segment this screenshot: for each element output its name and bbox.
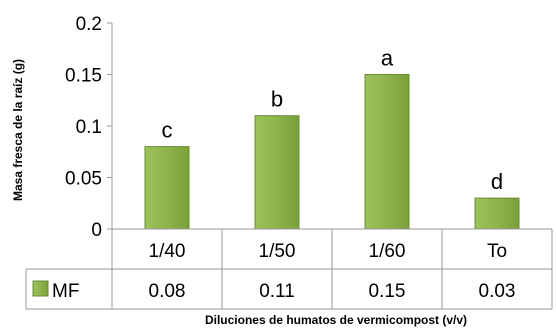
- x-axis-title: Diluciones de humatos de vermicompost (v…: [205, 313, 467, 327]
- y-axis-title: Masa fresca de la raíz (g): [11, 59, 25, 201]
- category-label: 1/50: [259, 241, 296, 262]
- category-label: 1/60: [369, 241, 406, 262]
- bar-1-60: [364, 74, 410, 230]
- legend-swatch: [32, 280, 49, 297]
- y-tick-label: 0: [91, 220, 102, 241]
- significance-letter: a: [381, 46, 394, 71]
- bar-1-40: [144, 146, 190, 230]
- series-label: MF: [52, 281, 79, 302]
- y-tick-label: 0.15: [65, 66, 102, 87]
- table-value: 0.11: [259, 281, 295, 302]
- significance-letters: c b a d: [162, 46, 504, 195]
- y-tick-label: 0.2: [76, 14, 102, 35]
- table-value: 0.15: [369, 281, 406, 302]
- significance-letter: b: [271, 87, 283, 112]
- significance-letter: d: [491, 169, 503, 194]
- bars: [144, 74, 520, 230]
- category-label: 1/40: [149, 241, 186, 262]
- table-value: 0.03: [479, 281, 516, 302]
- data-table: 1/40 0.08 1/50 0.11 1/60 0.15 To 0.03 MF: [25, 228, 553, 310]
- table-value: 0.08: [149, 281, 186, 302]
- significance-letter: c: [162, 118, 173, 143]
- bar-1-50: [254, 115, 300, 230]
- y-tick-label: 0.05: [65, 169, 102, 190]
- y-axis-ticks: 0 0.05 0.1 0.15 0.2: [65, 14, 112, 241]
- y-tick-label: 0.1: [76, 117, 102, 138]
- category-label: To: [487, 241, 507, 262]
- bar-To: [474, 197, 520, 230]
